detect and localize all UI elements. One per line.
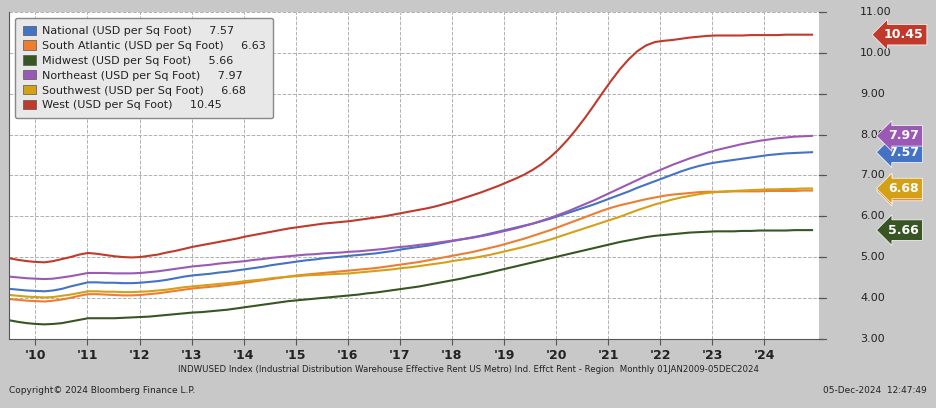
Text: 10.00: 10.00 [860,48,892,58]
Text: 5.66: 5.66 [888,224,918,237]
Text: 11.00: 11.00 [860,7,892,17]
Text: Copyright© 2024 Bloomberg Finance L.P.: Copyright© 2024 Bloomberg Finance L.P. [9,386,196,395]
Text: 5.00: 5.00 [860,252,885,262]
Text: 9.00: 9.00 [860,89,885,99]
Text: INDWUSED Index (Industrial Distribution Warehouse Effective Rent US Metro) Ind. : INDWUSED Index (Industrial Distribution … [178,365,758,374]
Text: 4.00: 4.00 [860,293,885,303]
Text: 10.45: 10.45 [884,28,923,41]
Text: 6.68: 6.68 [888,182,918,195]
Legend: National (USD per Sq Foot)     7.57, South Atlantic (USD per Sq Foot)     6.63, : National (USD per Sq Foot) 7.57, South A… [15,18,273,118]
Text: 7.00: 7.00 [860,171,885,180]
Text: 7.57: 7.57 [887,146,919,159]
Text: 3.00: 3.00 [860,334,885,344]
Text: 6.63: 6.63 [888,184,918,197]
Text: 8.00: 8.00 [860,130,885,140]
Text: 05-Dec-2024  12:47:49: 05-Dec-2024 12:47:49 [823,386,927,395]
Text: 6.00: 6.00 [860,211,885,221]
Text: 7.97: 7.97 [888,129,918,142]
